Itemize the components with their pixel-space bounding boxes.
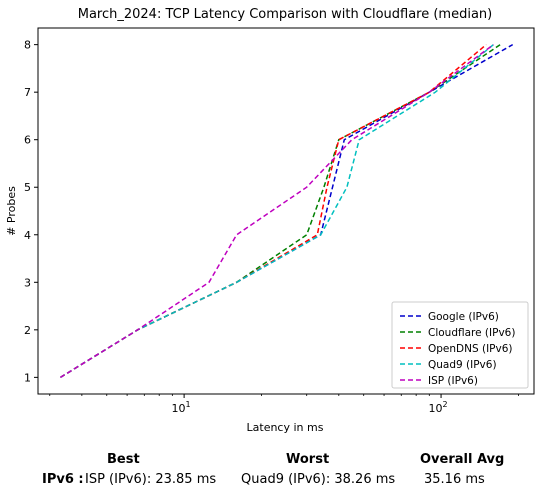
- worst-value: Quad9 (IPv6): 38.26 ms: [241, 472, 396, 487]
- x-axis-label: Latency in ms: [247, 421, 324, 434]
- y-tick-label: 1: [24, 371, 31, 384]
- plot-frame: [37, 27, 535, 395]
- chart-title: March_2024: TCP Latency Comparison with …: [78, 7, 493, 22]
- worst-header: Worst: [286, 452, 330, 467]
- legend-label-4: Quad9 (IPv6): [428, 359, 497, 371]
- legend-box: [391, 301, 529, 389]
- ipv6-row-label: IPv6 :: [42, 472, 84, 487]
- y-tick-label: 4: [24, 229, 31, 242]
- y-axis-label: # Probes: [5, 186, 18, 236]
- series-line-3: [60, 44, 487, 379]
- y-tick-label: 2: [24, 324, 31, 337]
- y-tick-label: 3: [24, 276, 31, 289]
- legend-label-3: OpenDNS (IPv6): [428, 343, 513, 355]
- y-tick-label: 5: [24, 181, 31, 194]
- avg-header: Overall Avg: [420, 452, 505, 467]
- legend-label-5: ISP (IPv6): [428, 375, 478, 387]
- axis-layer: 1 2 3 4 5 6 7 8 101 102: [24, 39, 519, 415]
- x-tick-label: 101: [172, 400, 191, 415]
- avg-value: 35.16 ms: [424, 472, 485, 487]
- legend-label-1: Google (IPv6): [428, 311, 499, 323]
- latency-chart: March_2024: TCP Latency Comparison with …: [5, 7, 535, 434]
- legend-label-2: Cloudflare (IPv6): [428, 327, 515, 339]
- legend: Google (IPv6) Cloudflare (IPv6) OpenDNS (I…: [391, 301, 529, 389]
- series-line-4: [60, 44, 494, 379]
- y-tick-label: 6: [24, 134, 31, 147]
- best-value: ISP (IPv6): 23.85 ms: [85, 472, 217, 487]
- series-line-5: [60, 43, 494, 379]
- best-header: Best: [107, 452, 140, 467]
- y-tick-label: 7: [24, 86, 31, 99]
- series-layer: [60, 43, 514, 379]
- x-tick-label: 102: [429, 400, 448, 415]
- y-tick-label: 8: [24, 39, 31, 52]
